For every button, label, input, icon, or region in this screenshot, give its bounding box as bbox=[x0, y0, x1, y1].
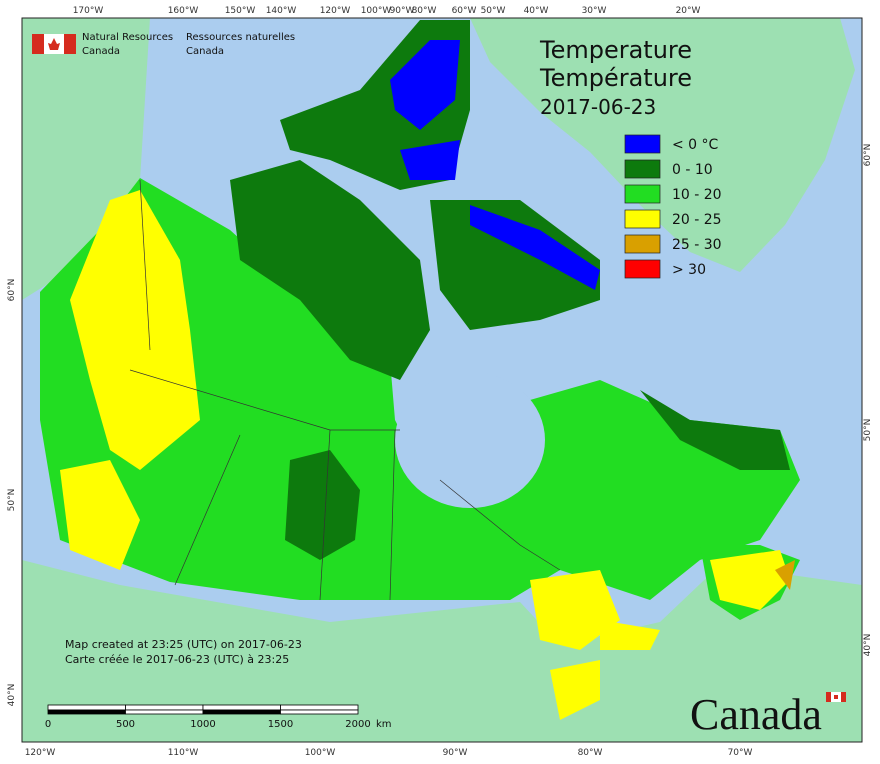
scale-label: 1000 bbox=[190, 719, 215, 730]
title-fr: Température bbox=[539, 64, 692, 92]
cold-area bbox=[470, 205, 600, 290]
scale-segment bbox=[280, 704, 359, 711]
title-date: 2017-06-23 bbox=[540, 95, 656, 119]
org-fr: Canada bbox=[186, 46, 224, 57]
graticule-label: 50°W bbox=[481, 6, 506, 16]
scale-unit: km bbox=[376, 719, 392, 730]
graticule-label: 120°W bbox=[320, 6, 351, 16]
scale-bar: 0 500 1000 1500 2000 km bbox=[45, 704, 392, 730]
scale-label: 1500 bbox=[268, 719, 293, 730]
graticule-label: 150°W bbox=[225, 6, 256, 16]
warm-area bbox=[70, 190, 200, 470]
graticule-label: 70°W bbox=[728, 748, 753, 758]
graticule-label: 120°W bbox=[25, 748, 56, 758]
legend-label: 0 - 10 bbox=[672, 162, 713, 178]
hudson-bay bbox=[395, 372, 545, 508]
scale-segment bbox=[202, 704, 281, 711]
wordmark: Canada bbox=[690, 690, 822, 739]
baffin-island bbox=[430, 200, 600, 330]
scale-segment bbox=[202, 709, 281, 715]
logo bbox=[32, 34, 76, 54]
hot-area bbox=[775, 560, 795, 590]
legend-swatch bbox=[624, 234, 661, 254]
legend-label: 10 - 20 bbox=[672, 187, 722, 203]
graticule-label: 80°W bbox=[412, 6, 437, 16]
scale-segment bbox=[125, 709, 204, 715]
cool-area bbox=[285, 450, 360, 560]
graticule-label: 140°W bbox=[266, 6, 297, 16]
graticule-label: 50°N bbox=[863, 419, 873, 442]
united-states bbox=[22, 560, 862, 742]
legend-swatch bbox=[624, 159, 661, 179]
canada-mainland bbox=[40, 178, 800, 600]
cold-area bbox=[390, 40, 460, 130]
warm-area bbox=[60, 460, 140, 570]
graticule-label: 170°W bbox=[73, 6, 104, 16]
graticule-label: 50°N bbox=[7, 489, 17, 512]
cold-area bbox=[400, 140, 460, 180]
org-en: Natural Resources bbox=[82, 32, 173, 43]
note: Carte créée le 2017-06-23 (UTC) à 23:25 bbox=[65, 653, 289, 666]
org-en: Canada bbox=[82, 46, 120, 57]
arctic-islands bbox=[230, 160, 430, 380]
legend-swatch bbox=[624, 134, 661, 154]
legend: < 0 °C 0 - 10 10 - 20 20 - 25 25 - 30 > 30 bbox=[624, 134, 722, 279]
graticule-label: 40°N bbox=[7, 684, 17, 707]
org-fr: Ressources naturelles bbox=[186, 32, 295, 43]
graticule-label: 60°W bbox=[452, 6, 477, 16]
title-en: Temperature bbox=[539, 36, 692, 64]
scale-label: 500 bbox=[116, 719, 135, 730]
graticule-label: 20°W bbox=[676, 6, 701, 16]
warm-area bbox=[530, 570, 620, 650]
graticule-label: 110°W bbox=[168, 748, 199, 758]
borders bbox=[129, 179, 561, 601]
legend-label: > 30 bbox=[672, 262, 706, 278]
graticule-label: 60°N bbox=[863, 144, 873, 167]
wordmark-flag bbox=[826, 692, 846, 702]
warm-area bbox=[550, 660, 600, 720]
warm-area bbox=[600, 620, 660, 650]
graticule: 170°W 160°W 150°W 140°W 120°W 100°W90°W80°W 60… bbox=[7, 6, 873, 758]
graticule-label: 80°W bbox=[578, 748, 603, 758]
cool-area bbox=[640, 390, 790, 470]
greenland bbox=[470, 18, 855, 272]
legend-swatch bbox=[624, 209, 661, 229]
graticule-label: 90°W bbox=[390, 6, 415, 16]
graticule-label: 60°N bbox=[7, 279, 17, 302]
graticule-label: 160°W bbox=[168, 6, 199, 16]
alaska bbox=[22, 18, 150, 300]
graticule-label: 40°N bbox=[863, 634, 873, 657]
note: Map created at 23:25 (UTC) on 2017-06-23 bbox=[65, 638, 302, 651]
warm-area bbox=[710, 550, 790, 610]
legend-swatch bbox=[624, 259, 661, 279]
scale-segment bbox=[47, 709, 126, 715]
scale-segment bbox=[47, 704, 126, 711]
scale-label: 2000 bbox=[345, 719, 370, 730]
legend-label: 20 - 25 bbox=[672, 212, 722, 228]
legend-label: 25 - 30 bbox=[672, 237, 722, 253]
graticule-label: 100°W bbox=[305, 748, 336, 758]
graticule-label: 90°W bbox=[443, 748, 468, 758]
frame bbox=[21, 17, 863, 743]
scale-segment bbox=[280, 709, 359, 715]
scale-label: 0 bbox=[45, 719, 51, 730]
legend-label: < 0 °C bbox=[672, 137, 719, 153]
legend-swatch bbox=[624, 184, 661, 204]
graticule-label: 30°W bbox=[582, 6, 607, 16]
graticule-label: 40°W bbox=[524, 6, 549, 16]
scale-segment bbox=[125, 704, 204, 711]
graticule-label: 100°W bbox=[361, 6, 392, 16]
